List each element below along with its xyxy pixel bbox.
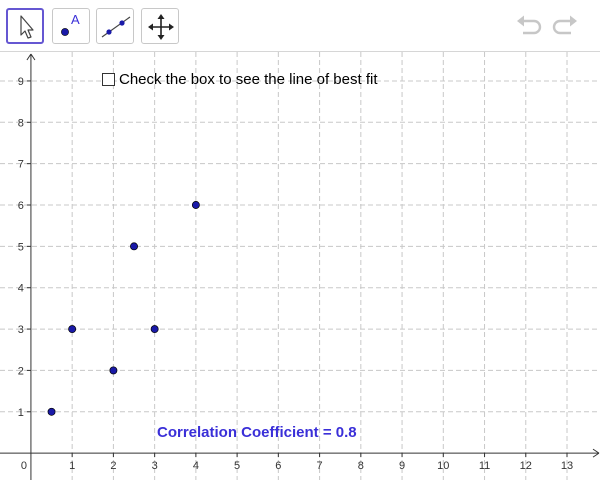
pointer-arrow-icon: [20, 15, 34, 39]
data-point: [47, 407, 56, 416]
y-tick-label: 4: [18, 283, 24, 295]
data-points: [47, 201, 200, 416]
x-tick-label: 4: [193, 460, 199, 472]
x-tick-label: 13: [561, 460, 573, 472]
point-icon: A: [61, 12, 80, 36]
redo-button[interactable]: [550, 12, 580, 40]
move-graphics-view-tool-button[interactable]: [141, 8, 179, 44]
x-tick-label: 12: [520, 460, 532, 472]
line-through-two-points-icon: [101, 16, 131, 38]
best-fit-checkbox[interactable]: [102, 72, 115, 86]
x-tick-label: 10: [437, 460, 449, 472]
redo-icon: [552, 15, 577, 35]
correlation-coefficient-label: Correlation Coefficient = 0.8: [157, 424, 357, 441]
y-tick-label: 1: [18, 407, 24, 419]
data-point: [130, 242, 138, 251]
y-tick-label: 7: [18, 159, 24, 171]
point-tool-button[interactable]: A: [52, 8, 90, 44]
axes: [0, 53, 600, 480]
x-tick-label: 6: [275, 460, 281, 472]
x-tick-label: 5: [234, 460, 240, 472]
data-point: [150, 325, 159, 334]
x-tick-label: 7: [317, 460, 323, 472]
y-tick-label: 9: [18, 76, 24, 88]
data-point: [191, 201, 200, 209]
y-tick-label: 6: [18, 200, 24, 212]
x-tick-label: 0: [21, 460, 27, 472]
data-point: [109, 366, 118, 375]
y-tick-label: 2: [18, 365, 24, 377]
grid: [0, 52, 600, 480]
line-tool-button[interactable]: [96, 8, 134, 44]
undo-icon: [517, 15, 542, 35]
x-tick-label: 11: [479, 460, 490, 472]
x-axis-arrow-icon: [592, 448, 600, 458]
x-tick-label: 1: [69, 460, 75, 472]
point-tool-label: A: [71, 12, 80, 27]
x-tick-label: 3: [152, 460, 158, 472]
x-tick-label: 8: [358, 460, 364, 472]
toolbar: A: [0, 0, 600, 52]
y-tick-label: 5: [18, 241, 24, 253]
undo-button[interactable]: [514, 12, 544, 40]
data-point: [68, 325, 77, 334]
y-axis-arrow-icon: [26, 53, 36, 61]
best-fit-checkbox-row[interactable]: Check the box to see the line of best fi…: [102, 69, 378, 89]
y-tick-label: 3: [18, 324, 24, 336]
x-tick-label: 9: [399, 460, 405, 472]
best-fit-checkbox-label: Check the box to see the line of best fi…: [119, 70, 378, 88]
x-tick-label: 2: [110, 460, 116, 472]
move-tool-button[interactable]: [6, 8, 44, 44]
y-tick-label: 8: [18, 117, 24, 129]
move-arrows-icon: [148, 14, 174, 40]
